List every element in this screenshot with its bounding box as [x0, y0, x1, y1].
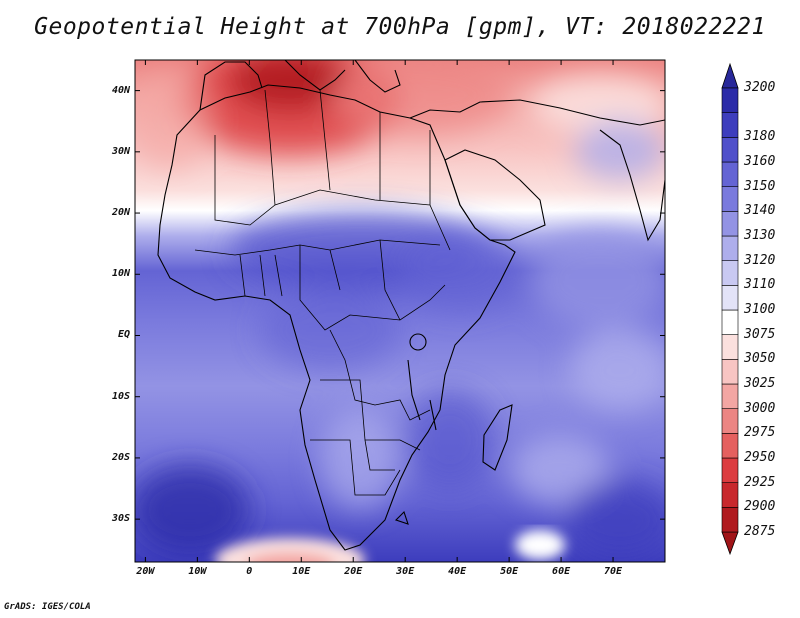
colorbar-swatch [721, 260, 739, 286]
colorbar-swatch [721, 285, 739, 311]
colorbar-swatch [721, 383, 739, 409]
y-tick-label: EQ [117, 329, 130, 341]
colorbar-top-arrow [721, 62, 739, 89]
colorbar-label: 2975 [744, 425, 776, 441]
colorbar-swatch [721, 112, 739, 138]
colorbar-swatch [721, 235, 739, 261]
credit-text: GrADS: IGES/COLA [4, 602, 91, 612]
colorbar-label: 3100 [744, 302, 776, 317]
colorbar-swatch [721, 482, 739, 508]
x-tick-label: 20W [136, 566, 155, 577]
colorbar-label: 3160 [744, 154, 776, 169]
colorbar-swatch [721, 87, 739, 113]
x-tick-label: 70E [604, 566, 623, 577]
y-tick-label: 20N [111, 207, 130, 219]
x-tick-label: 0 [246, 566, 253, 577]
coastlines [157, 60, 665, 551]
colorbar-swatch [721, 457, 739, 483]
colorbar-label: 3130 [744, 228, 776, 243]
colorbar-swatch [721, 211, 739, 237]
country-borders [194, 89, 451, 496]
colorbar-swatch [721, 359, 739, 385]
x-tick-label: 50E [500, 566, 519, 577]
colorbar-swatch [721, 334, 739, 360]
x-tick-label: 30E [396, 566, 415, 577]
colorbar-label: 2875 [744, 524, 776, 539]
y-tick-label: 30N [111, 145, 130, 157]
x-ticks [144, 60, 614, 562]
x-tick-label: 60E [552, 566, 571, 577]
colorbar [721, 62, 739, 556]
colorbar-label: 2925 [744, 474, 776, 490]
colorbar-swatch [721, 161, 739, 187]
colorbar-label: 3140 [744, 203, 776, 219]
map-title: Geopotential Height at 700hPa [gpm], VT:… [34, 14, 766, 40]
height-field [135, 60, 665, 562]
x-tick-label: 10W [188, 566, 207, 577]
colorbar-bottom-arrow [721, 531, 739, 556]
colorbar-label: 3150 [744, 178, 776, 194]
colorbar-label: 3025 [744, 376, 776, 391]
colorbar-label: 3075 [744, 326, 776, 342]
colorbar-swatch [721, 507, 739, 533]
y-tick-label: 20S [111, 451, 130, 463]
colorbar-swatch [721, 186, 739, 212]
y-tick-label: 10S [111, 390, 130, 402]
x-tick-label: 20E [344, 566, 363, 577]
y-tick-label: 40N [111, 84, 130, 96]
colorbar-swatch [721, 137, 739, 163]
colorbar-swatch [721, 408, 739, 434]
colorbar-label: 3120 [744, 252, 776, 268]
y-tick-label: 10N [111, 268, 130, 280]
colorbar-label: 2900 [744, 499, 776, 515]
colorbar-swatch [721, 433, 739, 459]
colorbar-label: 3180 [744, 129, 776, 145]
y-ticks [135, 90, 665, 520]
colorbar-label: 3200 [744, 80, 776, 95]
colorbar-label: 3110 [744, 277, 776, 293]
x-tick-label: 10E [292, 566, 311, 577]
colorbar-label: 3050 [744, 351, 776, 367]
y-tick-label: 30S [111, 513, 130, 525]
colorbar-label: 2950 [744, 450, 776, 465]
x-tick-label: 40E [448, 566, 467, 577]
colorbar-label: 3000 [744, 400, 776, 416]
map-frame [134, 59, 666, 563]
colorbar-swatch [721, 309, 739, 335]
